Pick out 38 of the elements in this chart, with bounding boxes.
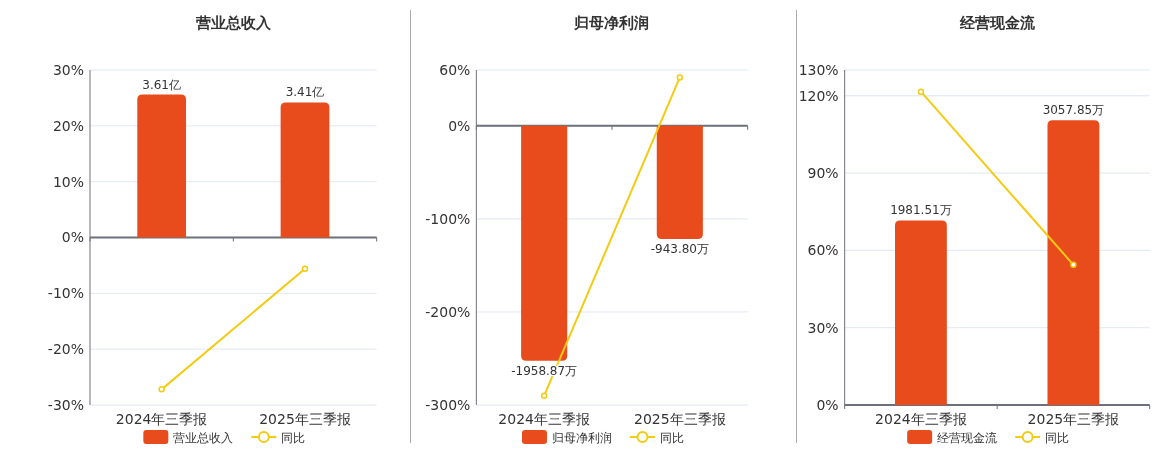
y-tick-label: -30% <box>47 396 84 413</box>
y-tick-label: 0% <box>447 117 470 134</box>
y-tick-label: 130% <box>799 62 839 78</box>
data-label: 1981.51万 <box>890 203 953 218</box>
y-tick-label: 30% <box>807 319 839 336</box>
y-tick-label: -300% <box>424 396 470 413</box>
legend-label: 同比 <box>1045 430 1070 445</box>
y-tick-label: 60% <box>438 62 470 78</box>
y-tick-label: 90% <box>807 165 839 182</box>
y-tick-label: 10% <box>52 173 84 190</box>
legend-label: 同比 <box>659 430 684 445</box>
y-tick-label: 30% <box>52 62 84 78</box>
chart-title: 经营现金流 <box>958 14 1036 33</box>
y-tick-label: -100% <box>424 210 470 227</box>
y-tick-label: -10% <box>47 285 84 302</box>
data-label: 3057.85万 <box>1042 103 1105 118</box>
legend-label: 归母净利润 <box>551 430 612 445</box>
legend-label: 营业总收入 <box>173 430 234 445</box>
legend-label: 经营现金流 <box>937 430 998 445</box>
x-tick-label: 2024年三季报 <box>498 410 590 427</box>
chart-title: 营业总收入 <box>194 14 272 33</box>
y-tick-label: 60% <box>807 242 839 259</box>
x-tick-label: 2025年三季报 <box>1027 410 1120 427</box>
chart-title: 归母净利润 <box>573 14 650 33</box>
x-tick-label: 2024年三季报 <box>115 410 208 427</box>
x-tick-label: 2024年三季报 <box>875 410 968 427</box>
data-label: 3.61亿 <box>142 77 182 92</box>
y-tick-label: -20% <box>47 341 84 358</box>
x-tick-label: 2025年三季报 <box>259 410 351 427</box>
y-tick-label: 20% <box>52 117 84 134</box>
legend-label: 同比 <box>281 430 306 445</box>
y-tick-label: 0% <box>816 396 839 413</box>
data-label: -943.80万 <box>650 242 709 257</box>
y-tick-label: -200% <box>424 303 470 320</box>
y-tick-label: 120% <box>799 87 839 104</box>
y-tick-label: 0% <box>61 229 84 246</box>
x-tick-label: 2025年三季报 <box>633 410 726 427</box>
data-label: 3.41亿 <box>285 85 325 100</box>
